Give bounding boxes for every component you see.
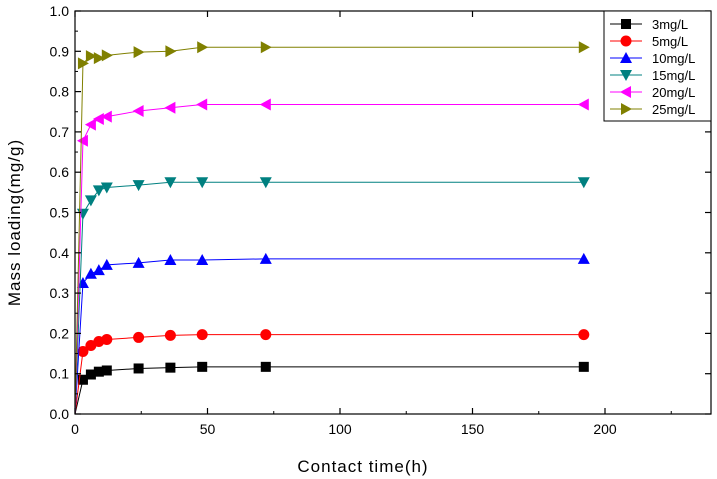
y-tick-label: 0.3 <box>50 285 70 301</box>
series-5 <box>74 98 589 415</box>
data-point <box>260 41 272 54</box>
data-point <box>197 361 208 372</box>
y-tick-label: 0.6 <box>50 164 70 180</box>
legend-box <box>603 10 712 122</box>
y-tick-label: 0.7 <box>50 124 70 140</box>
series-line <box>74 181 584 415</box>
data-point <box>77 57 89 70</box>
data-point <box>196 177 209 189</box>
data-point <box>259 98 271 111</box>
legend-item: 15mg/L <box>610 68 695 83</box>
series-layer <box>74 41 590 415</box>
data-point <box>578 41 590 54</box>
legend-marker <box>620 70 632 81</box>
legend-marker <box>620 52 632 63</box>
data-point <box>101 333 113 345</box>
x-tick-label: 200 <box>593 421 617 437</box>
data-point <box>577 252 590 264</box>
data-point <box>77 374 88 385</box>
x-tick-label: 150 <box>461 421 485 437</box>
legend-label: 20mg/L <box>652 85 695 100</box>
y-tick-label: 0.4 <box>50 245 70 261</box>
series-2 <box>74 329 590 415</box>
legend-item: 5mg/L <box>610 34 688 49</box>
data-point <box>100 110 112 123</box>
data-point <box>133 46 145 59</box>
data-point <box>84 195 97 207</box>
data-point <box>165 362 176 373</box>
data-point <box>85 50 97 63</box>
data-point <box>93 52 105 65</box>
data-point <box>259 252 272 264</box>
data-point <box>164 329 176 341</box>
data-point <box>577 177 590 189</box>
series-1 <box>74 361 589 415</box>
y-tick-label: 0.1 <box>50 366 70 382</box>
data-point <box>164 101 176 114</box>
data-point <box>101 49 113 62</box>
legend-marker <box>621 19 631 29</box>
data-point <box>85 369 96 380</box>
data-point <box>133 363 144 374</box>
data-point <box>77 346 89 358</box>
data-point <box>196 329 208 341</box>
x-tick-label: 0 <box>71 421 79 437</box>
y-tick-label: 1.0 <box>50 3 70 19</box>
legend: 3mg/L 5mg/L 10mg/L 15mg/L 20mg/L 25mg/L <box>603 10 712 122</box>
axes: 0 50 100 150 200 0.0 0.1 0.2 0.3 0.4 0.5 0.6 0.7 0.8 0… <box>50 3 712 437</box>
data-point <box>133 331 145 343</box>
data-point <box>577 98 589 111</box>
legend-item: 25mg/L <box>610 102 695 117</box>
legend-label: 5mg/L <box>652 34 688 49</box>
x-tick-label: 50 <box>200 421 216 437</box>
data-point <box>92 113 104 126</box>
legend-label: 15mg/L <box>652 68 695 83</box>
data-point <box>165 45 177 58</box>
data-point <box>100 258 113 270</box>
data-point <box>196 254 209 266</box>
y-tick-label: 0.8 <box>50 84 70 100</box>
series-4 <box>74 177 590 415</box>
data-point <box>132 180 145 192</box>
data-point <box>100 182 113 194</box>
y-tick-label: 0.9 <box>50 43 70 59</box>
series-6 <box>74 41 590 415</box>
data-point <box>578 361 589 372</box>
data-point <box>259 177 272 189</box>
data-point <box>196 98 208 111</box>
data-point <box>84 267 97 279</box>
legend-label: 25mg/L <box>652 102 695 117</box>
legend-item: 20mg/L <box>610 85 695 100</box>
data-point <box>84 118 96 131</box>
legend-label: 10mg/L <box>652 51 695 66</box>
legend-label: 3mg/L <box>652 17 688 32</box>
legend-item: 3mg/L <box>610 17 688 32</box>
data-point <box>197 41 209 54</box>
x-axis-title: Contact time(h) <box>297 457 428 476</box>
data-point <box>93 366 104 377</box>
data-point <box>260 329 272 341</box>
y-axis-title: Mass loading(mg/g) <box>5 139 24 306</box>
y-tick-label: 0.2 <box>50 325 70 341</box>
legend-marker <box>620 35 632 47</box>
y-tick-label: 0.0 <box>50 406 70 422</box>
data-point <box>101 365 112 376</box>
x-tick-label: 100 <box>328 421 352 437</box>
series-line <box>74 103 584 415</box>
y-tick-label: 0.5 <box>50 205 70 221</box>
legend-marker <box>620 86 631 98</box>
data-point <box>260 361 271 372</box>
legend-item: 10mg/L <box>610 51 695 66</box>
data-point <box>132 256 145 268</box>
data-point <box>76 134 88 147</box>
data-point <box>578 329 590 341</box>
data-point <box>92 185 105 197</box>
data-point <box>132 104 144 117</box>
data-point <box>164 254 177 266</box>
data-point <box>92 264 105 276</box>
legend-marker <box>621 103 632 115</box>
data-point <box>164 177 177 189</box>
